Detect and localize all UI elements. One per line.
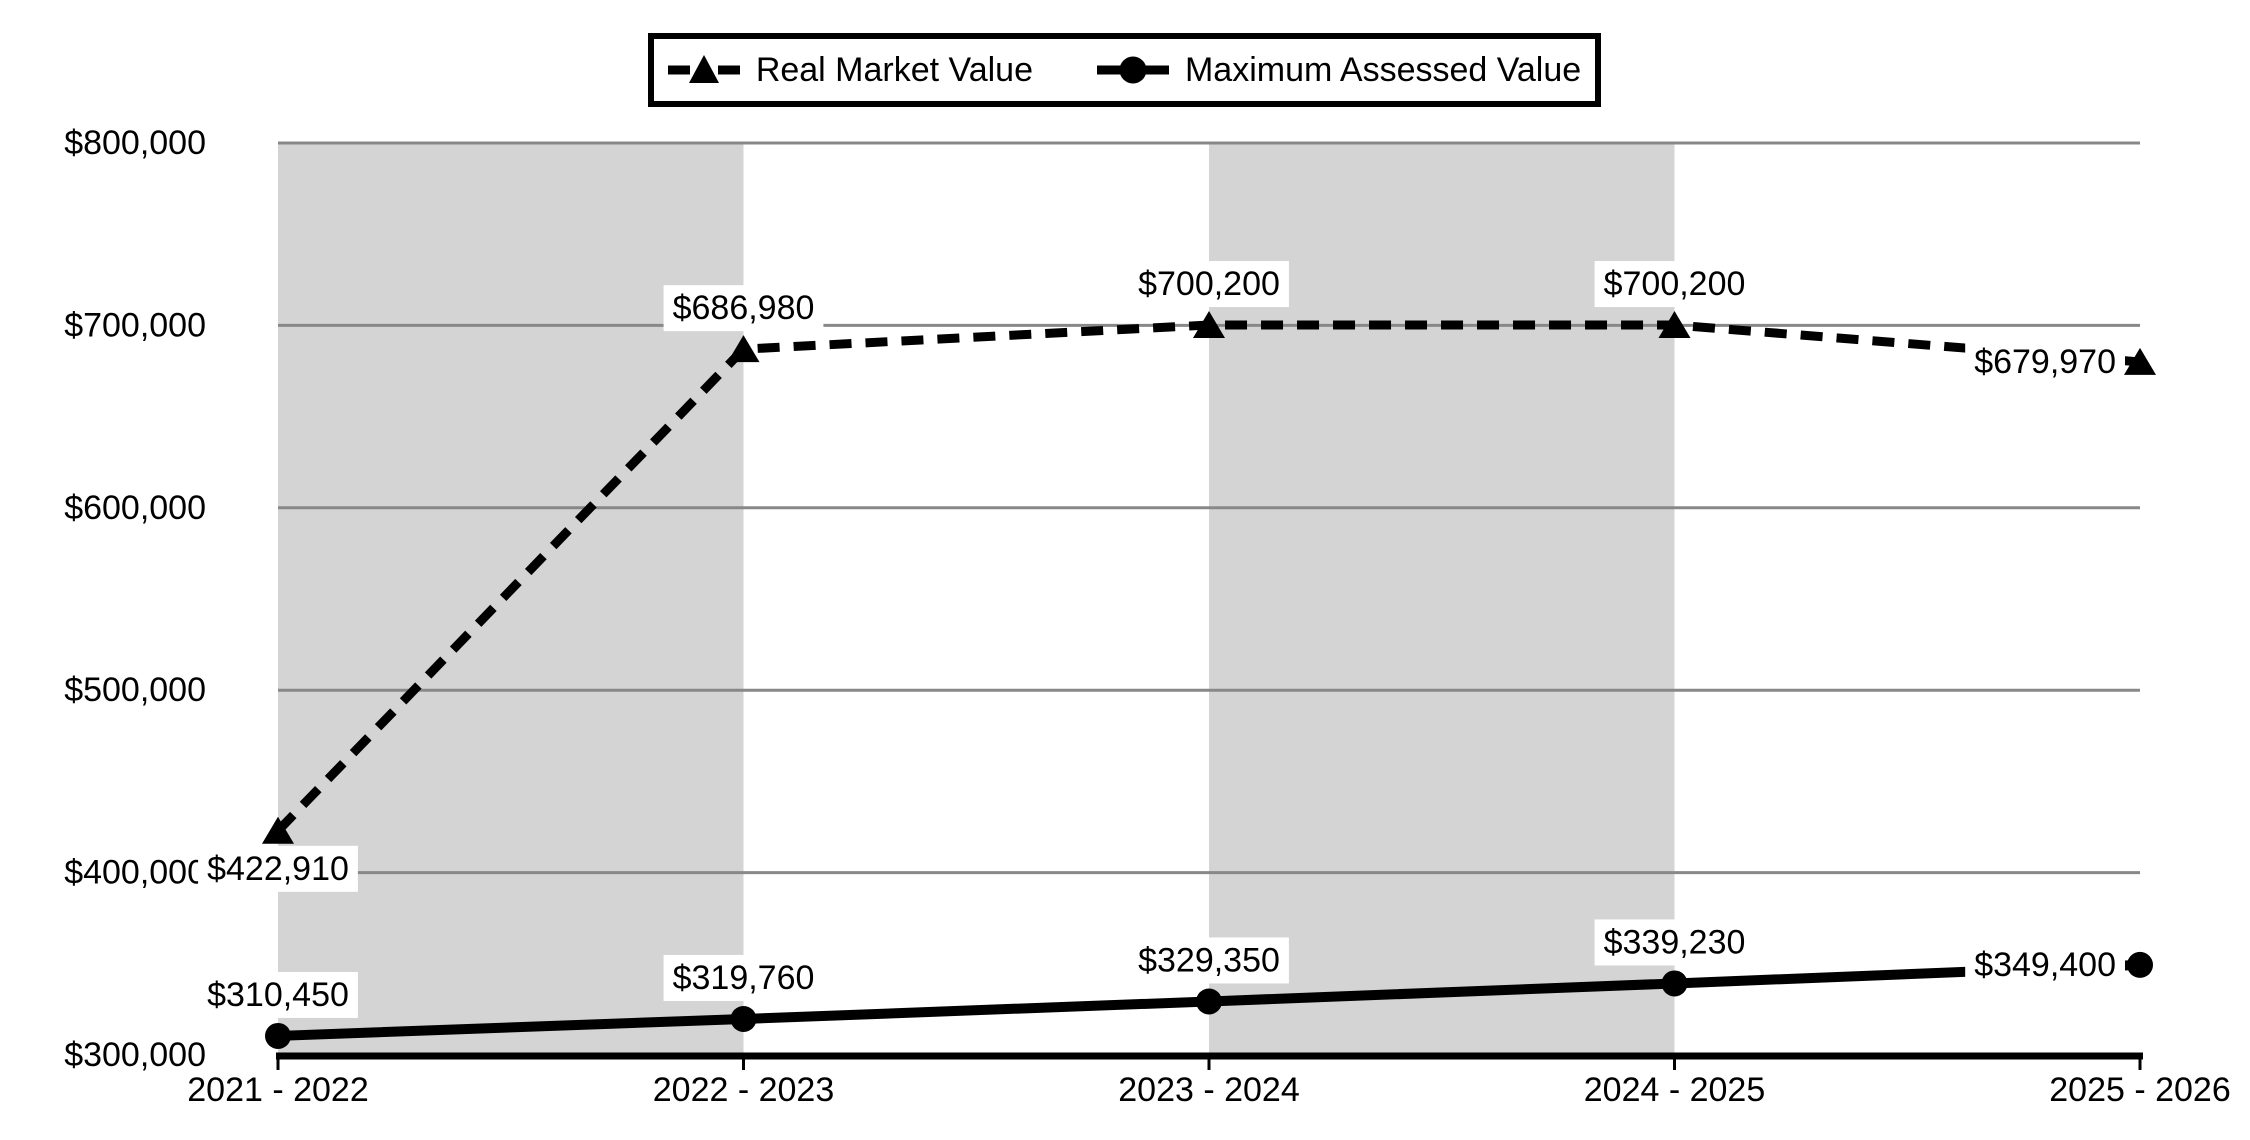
data-label-background	[1965, 338, 2125, 385]
data-label: $686,980	[673, 289, 815, 327]
circle-marker	[730, 1005, 757, 1032]
data-label: $329,350	[1138, 941, 1280, 979]
x-tick-label: 2025 - 2026	[2049, 1071, 2231, 1109]
triangle-marker	[1658, 311, 1691, 339]
data-label-background	[1594, 919, 1755, 966]
legend-item-real-market-value: Real Market Value	[667, 48, 1033, 92]
data-label: $700,200	[1138, 265, 1280, 303]
y-tick-label: $800,000	[64, 124, 206, 162]
data-label: $310,450	[207, 976, 349, 1014]
dashed-line-triangle-marker-icon	[667, 55, 740, 83]
data-label-background	[198, 971, 358, 1018]
triangle-marker	[1193, 311, 1225, 339]
triangle-marker	[2124, 347, 2156, 375]
circle-marker	[1661, 970, 1688, 997]
solid-line-circle-marker-icon	[1096, 56, 1169, 84]
legend-item-maximum-assessed-value: Maximum Assessed Value	[1096, 48, 1582, 92]
x-tick-label: 2021 - 2022	[187, 1071, 369, 1109]
y-tick-label: $300,000	[64, 1036, 206, 1074]
data-label-background	[1594, 261, 1755, 308]
data-label: $319,760	[673, 959, 815, 997]
data-label: $339,230	[1604, 923, 1746, 961]
data-label: $422,910	[207, 850, 349, 888]
data-label-background	[1129, 937, 1289, 984]
x-tick-label: 2024 - 2025	[1584, 1071, 1766, 1109]
x-tick-label: 2023 - 2024	[1118, 1071, 1300, 1109]
circle-marker	[1196, 988, 1222, 1015]
legend: Real Market Value Maximum Assessed Value	[648, 33, 1601, 107]
data-label: $679,970	[1974, 343, 2116, 381]
y-tick-label: $400,000	[64, 854, 206, 892]
data-label: $700,200	[1604, 265, 1746, 303]
data-label-background	[1129, 261, 1289, 308]
circle-marker	[265, 1022, 291, 1049]
data-label-background	[663, 954, 824, 1001]
y-tick-label: $500,000	[64, 671, 206, 709]
y-tick-label: $700,000	[64, 306, 206, 344]
triangle-marker	[727, 335, 760, 363]
data-label-background	[198, 845, 358, 892]
y-tick-label: $600,000	[64, 489, 206, 527]
triangle-marker	[262, 816, 294, 844]
x-tick-label: 2022 - 2023	[653, 1071, 835, 1109]
legend-label-real-market-value: Real Market Value	[755, 50, 1033, 89]
legend-label-maximum-assessed-value: Maximum Assessed Value	[1184, 50, 1582, 89]
circle-marker	[2127, 951, 2153, 978]
data-label-background	[663, 285, 824, 332]
data-label: $349,400	[1974, 946, 2116, 984]
shaded-band	[278, 143, 744, 1053]
data-label-background	[1965, 941, 2125, 988]
